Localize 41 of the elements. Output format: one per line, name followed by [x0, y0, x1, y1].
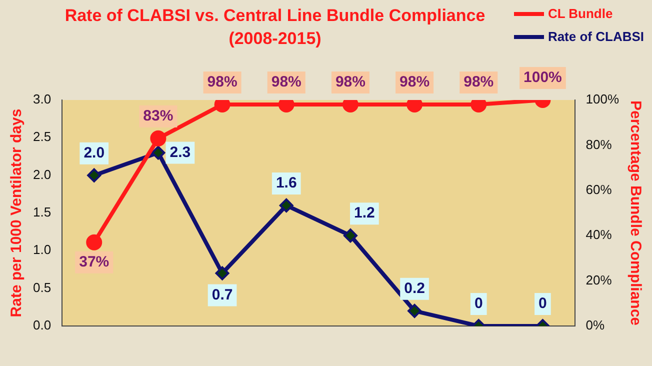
data-label: 1.2 [354, 204, 375, 222]
y-tick-label: 2.0 [32, 166, 52, 182]
data-label: 37% [79, 254, 110, 271]
y-tick-label: 2.5 [32, 129, 52, 144]
y2-tick-label: 100% [586, 92, 620, 107]
data-label: 2.3 [170, 144, 191, 161]
legend-label: CL Bundle [548, 6, 613, 21]
y-tick-label: 1.0 [32, 242, 52, 258]
chart-subtitle: (2008-2015) [228, 28, 322, 50]
y2-tick-label: 60% [586, 182, 612, 197]
data-label: 83% [143, 108, 174, 125]
y-tick-label: 0.5 [32, 280, 52, 295]
point [215, 266, 230, 280]
data-label: 98% [400, 74, 430, 91]
data-label: 0 [538, 295, 547, 312]
y-tick-label: 0.0 [32, 318, 52, 333]
data-label: 1.6 [276, 174, 297, 192]
data-label: 0 [474, 295, 483, 312]
y2-tick-label: 0% [586, 318, 605, 333]
point [343, 228, 358, 243]
y2-tick-label: 20% [586, 272, 612, 288]
y-tick-label: 1.5 [32, 204, 52, 220]
data-label: 2.0 [84, 144, 105, 162]
point [87, 168, 102, 182]
point [151, 146, 166, 160]
legend-label: Rate of CLABSI [548, 29, 644, 44]
y-tick-label: 3.0 [32, 92, 52, 107]
data-label: 98% [271, 74, 302, 91]
data-label: 98% [464, 74, 494, 91]
y-axis-title: Rate per 1000 Ventilator days [8, 108, 26, 318]
data-label: 0.2 [404, 280, 425, 298]
data-label: 0.7 [212, 286, 233, 304]
y2-tick-label: 80% [586, 136, 612, 152]
data-label: 98% [207, 74, 238, 91]
y2-tick-label: 40% [586, 227, 612, 242]
point [408, 304, 422, 318]
chart-title: Rate of CLABSI vs. Central Line Bundle Compliance [64, 5, 486, 27]
data-label: 98% [335, 74, 366, 91]
y2-axis-title: Percentage Bundle Compliance [626, 100, 644, 326]
data-label: 100% [524, 69, 562, 86]
point [279, 198, 294, 212]
